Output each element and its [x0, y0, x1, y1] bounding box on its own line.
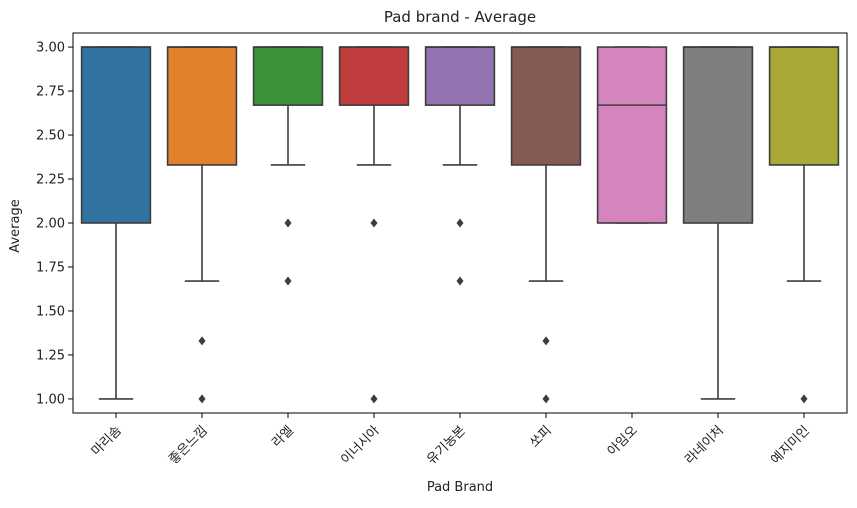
outlier-point [198, 394, 206, 404]
outlier-point [284, 218, 292, 228]
outlier-point [284, 276, 292, 286]
outlier-point [370, 394, 378, 404]
y-tick-label: 3.00 [36, 41, 65, 56]
box-2 [166, 46, 238, 166]
x-tick-label: 예지미인 [768, 423, 812, 467]
y-axis-label: Average [8, 199, 23, 252]
x-tick-label: 쏘피 [527, 423, 555, 451]
y-tick-label: 1.50 [36, 304, 65, 319]
plot-area: 1.00 1.25 1.50 1.75 2.00 2.25 2.50 2.75 3.00 마리솜 좋… [36, 32, 848, 468]
x-tick-label: 좋은느낌 [166, 423, 210, 467]
outlier-point [542, 336, 550, 346]
y-tick-label: 2.00 [36, 217, 65, 232]
outlier-point [456, 276, 464, 286]
box-4 [338, 46, 410, 106]
chart-title: Pad brand - Average [384, 8, 536, 26]
x-tick-label: 아임오 [605, 423, 641, 459]
outlier-point [370, 218, 378, 228]
x-tick-label: 마리솜 [89, 423, 125, 459]
y-tick-label: 2.75 [36, 85, 65, 100]
y-tick-label: 1.25 [36, 348, 65, 363]
y-tick-label: 2.50 [36, 129, 65, 144]
box-7 [596, 46, 668, 224]
outlier-point [456, 218, 464, 228]
box-1 [80, 46, 152, 224]
y-tick-label: 1.75 [36, 260, 65, 275]
x-tick-label: 이너시아 [338, 423, 382, 467]
y-tick-label: 2.25 [36, 173, 65, 188]
y-tick-label: 1.00 [36, 392, 65, 407]
x-axis-label: Pad Brand [427, 480, 493, 495]
outlier-point [542, 394, 550, 404]
box-3 [252, 46, 324, 106]
box-9 [768, 46, 840, 166]
outlier-point [198, 336, 206, 346]
box-8 [682, 46, 754, 224]
outlier-point [800, 394, 808, 404]
box-5 [424, 46, 496, 106]
x-tick-label: 라엘 [269, 423, 297, 451]
x-tick-label: 라네이처 [682, 423, 726, 467]
box-6 [510, 46, 582, 166]
x-tick-label: 유기농본 [424, 423, 468, 467]
